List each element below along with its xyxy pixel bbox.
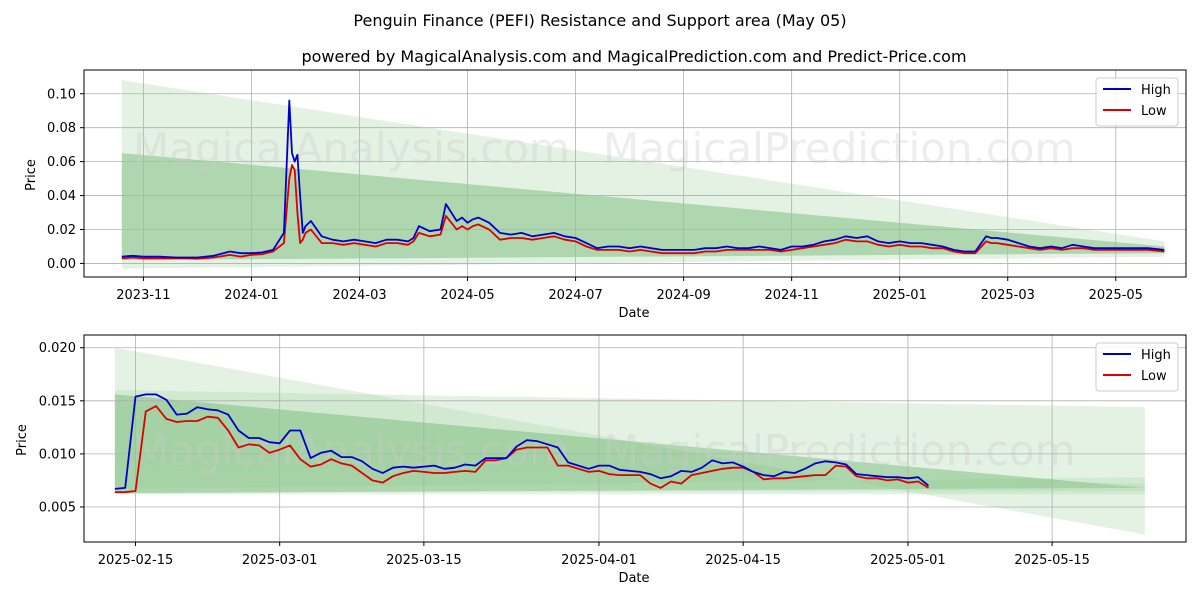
- bottom-y-tick-label: 0.005: [39, 500, 76, 515]
- top-watermark-analysis: MagicalAnalysis.com: [133, 124, 570, 173]
- bottom-x-tick-label: 2025-05-01: [870, 553, 946, 568]
- top-x-tick-label: 2024-09: [656, 288, 710, 303]
- bottom-low-series-line: [114, 405, 929, 493]
- top-x-axis-label: Date: [618, 306, 649, 321]
- top-y-tick-label: 0.08: [47, 121, 76, 136]
- top-x-ticks: 2023-11 2024-01 2024-03 2024-05 2024-07 2024-…: [116, 277, 1143, 303]
- top-high-series-line: [121, 99, 1165, 259]
- bottom-watermark-prediction: MagicalPrediction.com: [603, 426, 1076, 475]
- bottom-y-tick-label: 0.020: [39, 341, 76, 356]
- top-gridlines: [84, 70, 1186, 277]
- bottom-x-tick-label: 2025-05-15: [1014, 553, 1090, 568]
- top-x-tick-label: 2023-11: [116, 288, 170, 303]
- top-low-series-line: [121, 164, 1165, 260]
- top-y-tick-label: 0.02: [47, 223, 76, 238]
- top-band-0: [121, 80, 1165, 269]
- chart-title: Penguin Finance (PEFI) Resistance and Su…: [353, 11, 846, 30]
- bottom-watermark-analysis: MagicalAnalysis.com: [133, 426, 570, 475]
- top-y-tick-label: 0.06: [47, 155, 76, 170]
- bottom-band-0: [114, 347, 1145, 535]
- top-watermark-analysis-lower: MagicalAnalysis.com: [133, 274, 570, 323]
- bottom-x-tick-label: 2025-03-15: [386, 553, 462, 568]
- top-x-tick-label: 2024-11: [764, 288, 818, 303]
- top-x-tick-label: 2025-05: [1089, 288, 1143, 303]
- bottom-y-axis-label: Price: [15, 424, 30, 456]
- bottom-y-tick-label: 0.010: [39, 447, 76, 462]
- bottom-x-tick-label: 2025-03-01: [242, 553, 318, 568]
- top-x-tick-label: 2024-05: [440, 288, 494, 303]
- top-y-axis-label: Price: [24, 159, 39, 191]
- top-chart-panel: MagicalAnalysis.com MagicalPrediction.co…: [24, 69, 1187, 323]
- top-x-tick-label: 2025-03: [981, 288, 1035, 303]
- bottom-gridlines: [84, 335, 1186, 542]
- top-x-tick-label: 2024-03: [332, 288, 386, 303]
- bottom-y-ticks: 0.005 0.010 0.015 0.020: [39, 341, 84, 515]
- top-support-resistance-bands: [121, 80, 1165, 269]
- top-legend-high-label: High: [1141, 83, 1171, 98]
- top-watermark-prediction-lower: MagicalPrediction.com: [603, 274, 1076, 323]
- bottom-chart-panel: MagicalAnalysis.com MagicalPrediction.co…: [15, 334, 1187, 586]
- top-y-tick-label: 0.10: [47, 87, 76, 102]
- bottom-plot-frame: [83, 334, 1187, 543]
- top-y-tick-label: 0.00: [47, 257, 76, 272]
- top-legend-low-label: Low: [1141, 104, 1167, 119]
- bottom-price-lines: [114, 393, 930, 493]
- top-x-tick-label: 2025-01: [873, 288, 927, 303]
- chart-subtitle: powered by MagicalAnalysis.com and Magic…: [301, 47, 966, 66]
- bottom-band-3: [114, 464, 1145, 493]
- top-y-tick-label: 0.04: [47, 189, 76, 204]
- top-legend: High Low: [1095, 77, 1179, 127]
- bottom-y-tick-label: 0.015: [39, 394, 76, 409]
- bottom-legend: High Low: [1095, 342, 1179, 392]
- top-y-ticks: 0.00 0.02 0.04 0.06 0.08 0.10: [47, 87, 84, 272]
- bottom-x-tick-label: 2025-02-15: [98, 553, 174, 568]
- top-watermark-prediction: MagicalPrediction.com: [603, 124, 1076, 173]
- top-plot-frame: [83, 69, 1187, 278]
- top-x-tick-label: 2024-01: [224, 288, 278, 303]
- top-x-tick-label: 2024-07: [548, 288, 602, 303]
- bottom-legend-high-label: High: [1141, 348, 1171, 363]
- bottom-high-series-line: [114, 393, 930, 490]
- bottom-x-axis-label: Date: [618, 571, 649, 586]
- top-band-1: [121, 153, 1165, 261]
- bottom-x-ticks: 2025-02-15 2025-03-01 2025-03-15 2025-04-01…: [98, 542, 1090, 568]
- top-price-lines: [121, 99, 1165, 260]
- bottom-x-tick-label: 2025-04-01: [561, 553, 637, 568]
- bottom-legend-low-label: Low: [1141, 369, 1167, 384]
- bottom-x-tick-label: 2025-04-15: [705, 553, 781, 568]
